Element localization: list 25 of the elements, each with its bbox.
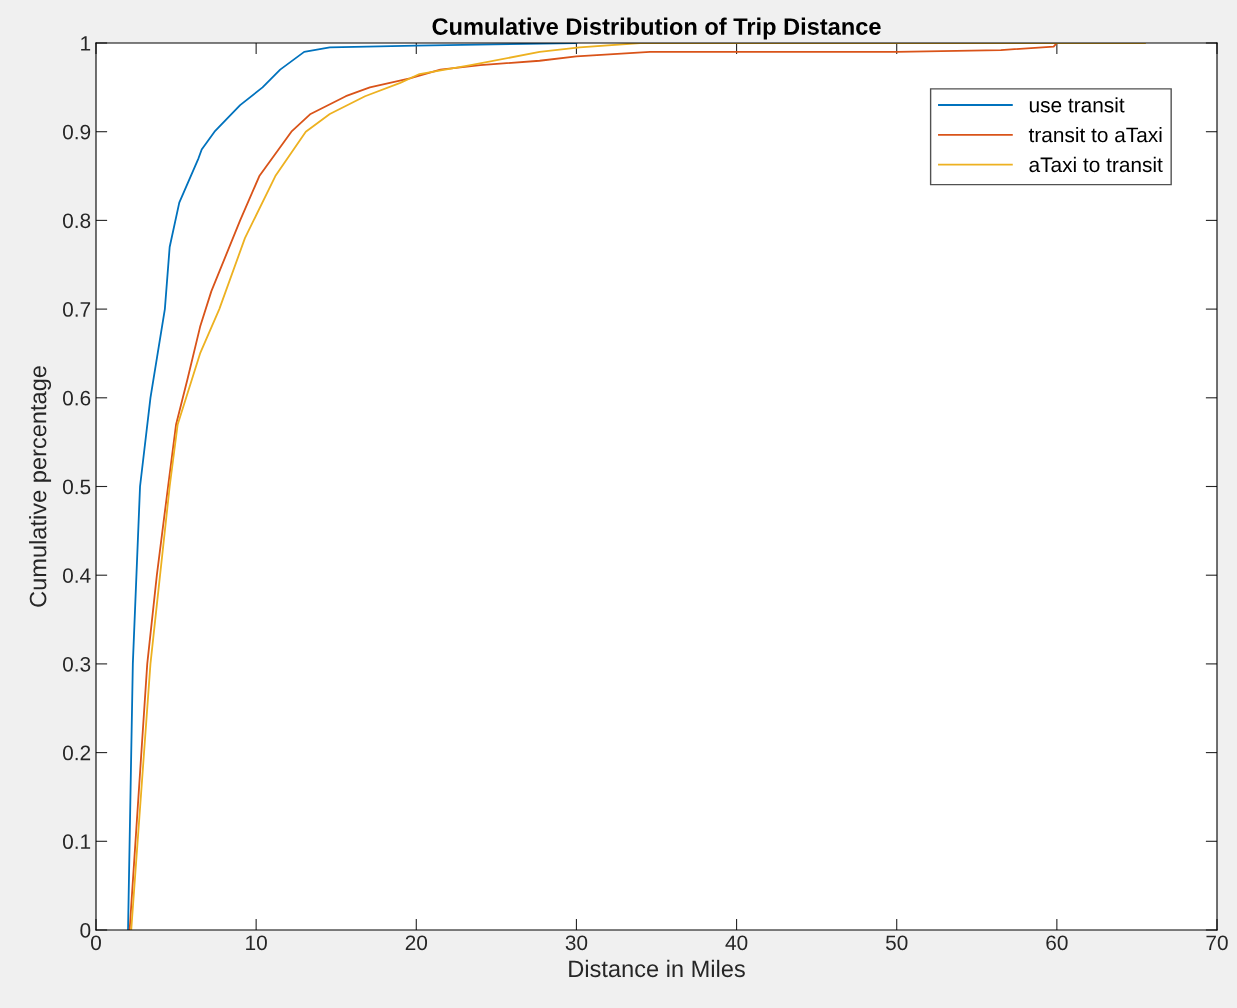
y-tick-label: 0.7 <box>62 302 91 317</box>
legend-label: use transit <box>1029 97 1125 113</box>
y-tick-label: 0.1 <box>62 834 91 850</box>
y-tick-label: 0.8 <box>62 213 91 229</box>
y-tick-label: 0.5 <box>62 479 91 495</box>
x-tick-label: 20 <box>405 935 428 951</box>
y-tick-label: 0.9 <box>62 124 91 140</box>
x-tick-label: 70 <box>1206 935 1228 951</box>
x-tick-label: 60 <box>1046 935 1068 951</box>
legend-label: transit to aTaxi <box>1028 127 1162 143</box>
y-tick-label: 0.4 <box>62 568 91 583</box>
y-tick-label: 0.6 <box>62 390 91 406</box>
x-axis-title: Distance in Miles <box>569 959 745 978</box>
x-tick-label: 0 <box>91 935 101 951</box>
y-axis-title: Cumulative percentage <box>29 366 52 607</box>
y-tick-label: 0.2 <box>62 745 91 761</box>
y-tick-label: 0 <box>80 923 91 938</box>
y-tick-label: 1 <box>81 36 91 51</box>
x-tick-label: 40 <box>725 935 748 951</box>
x-tick-label: 10 <box>246 935 267 951</box>
y-tick-label: 0.3 <box>62 656 91 672</box>
chart-title: Cumulative Distribution of Trip Distance <box>432 17 881 40</box>
x-tick-label: 30 <box>565 935 588 951</box>
legend-label: aTaxi to transit <box>1029 156 1163 173</box>
x-tick-label: 50 <box>885 935 908 951</box>
